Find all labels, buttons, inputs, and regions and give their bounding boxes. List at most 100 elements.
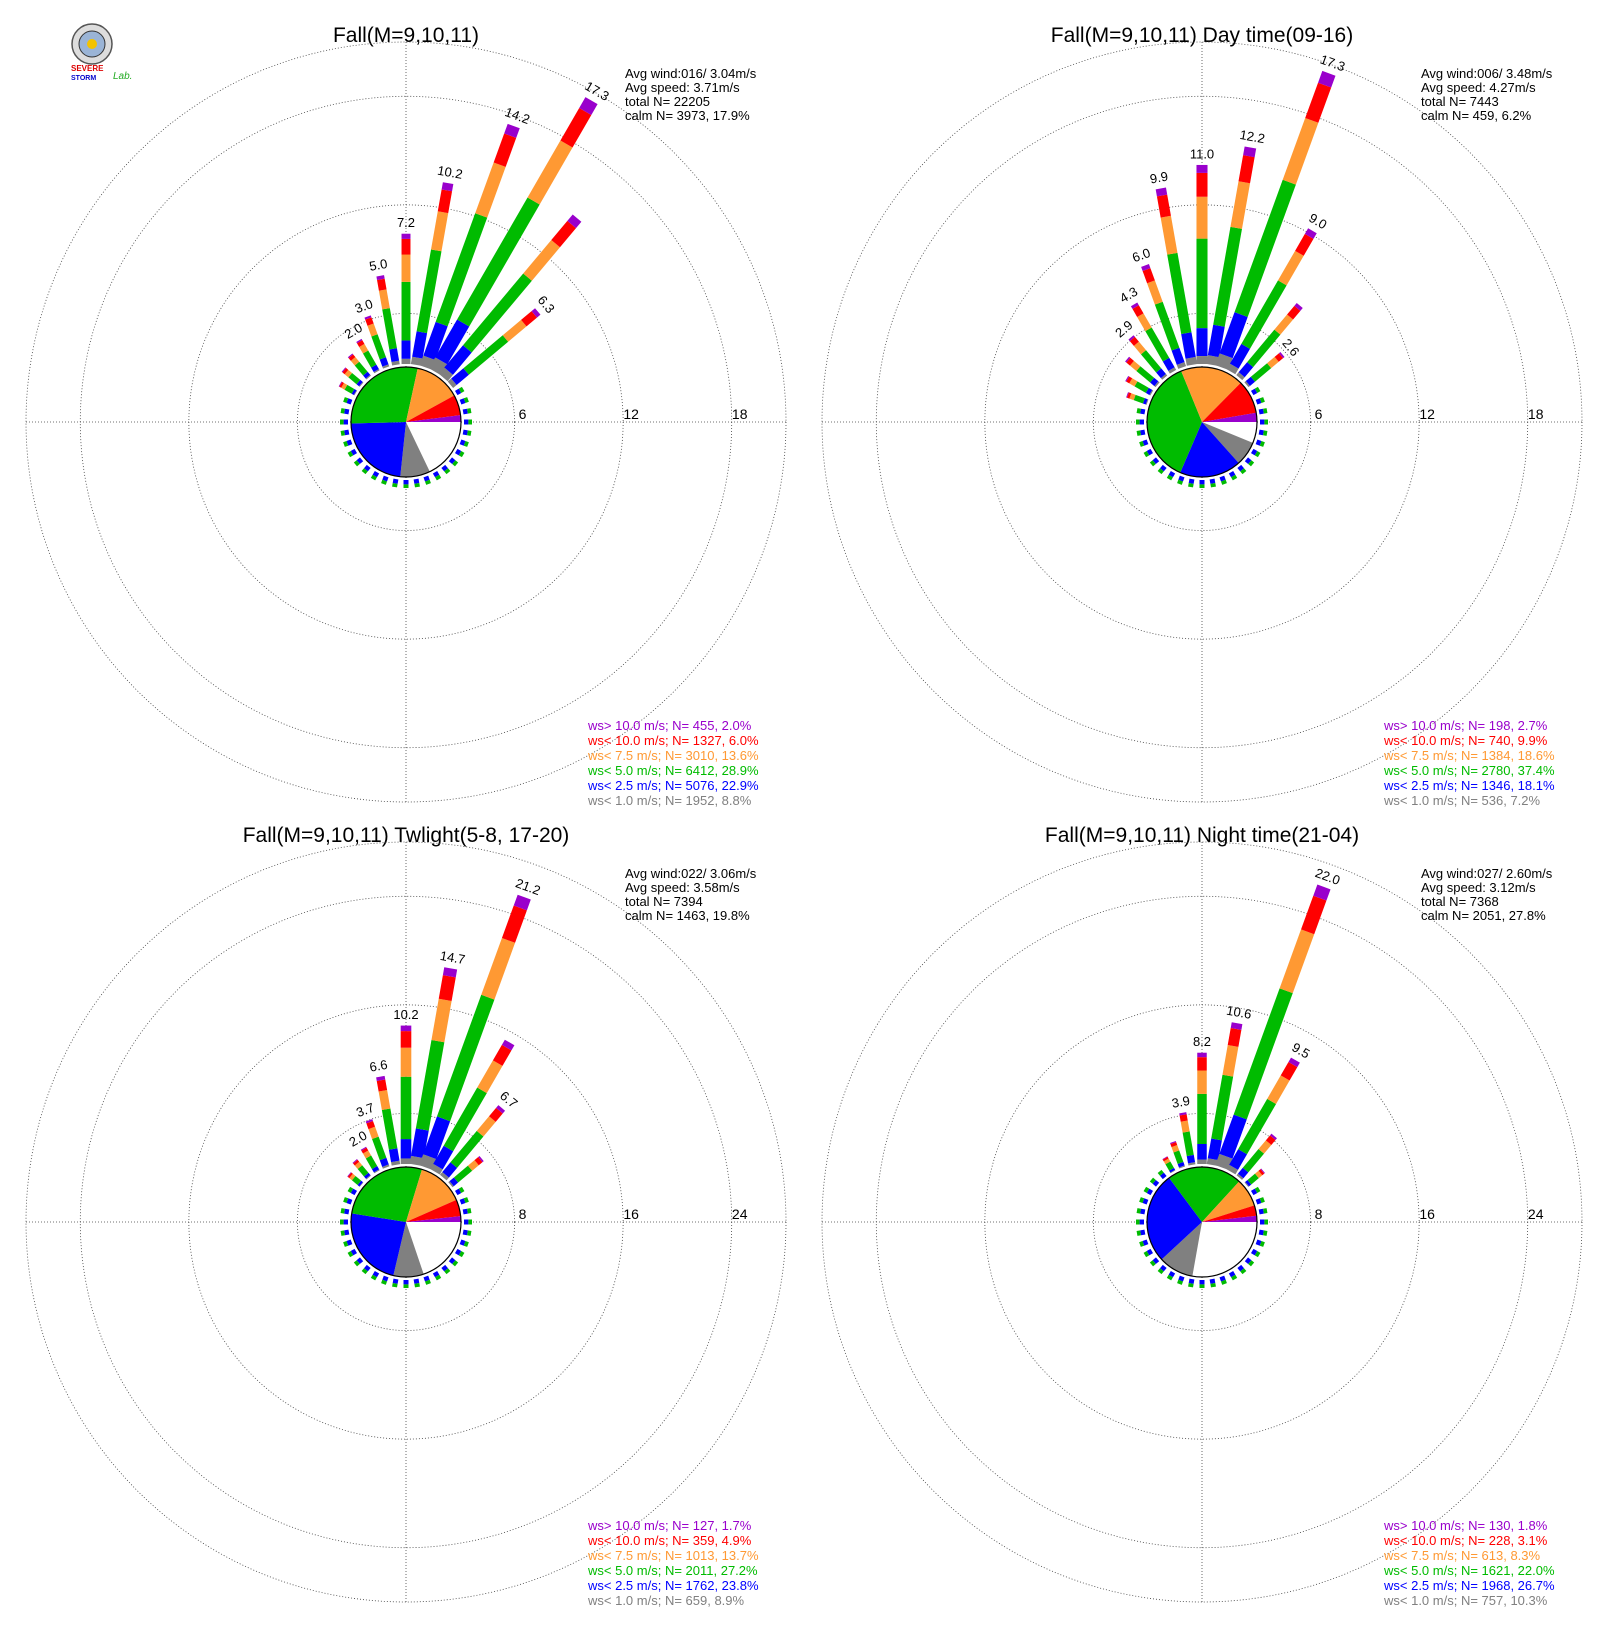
bar-segment: [1219, 312, 1248, 359]
stats-line: Avg wind:022/ 3.06m/s: [625, 866, 757, 881]
stub-bar: [346, 439, 353, 446]
stub-bar: [1166, 474, 1173, 481]
bar-segment: [1125, 356, 1131, 363]
stub-bar: [414, 1283, 420, 1288]
bar-segment: [496, 1105, 506, 1114]
bar-segment: [492, 1044, 512, 1066]
bar-segment: [448, 1181, 454, 1188]
bar-value-label: 9.9: [1149, 169, 1169, 187]
stub-bar: [1258, 1208, 1264, 1215]
bar-segment: [361, 1147, 369, 1154]
bar-value-label: 3.7: [354, 1100, 376, 1120]
bar-segment: [1287, 305, 1301, 320]
bar-segment: [531, 308, 541, 318]
bar-segment: [382, 364, 390, 369]
bar-segment: [1155, 187, 1168, 197]
bar-segment: [1245, 376, 1255, 386]
bar-value-label: 4.3: [1117, 284, 1140, 306]
bar-segment: [1226, 1164, 1239, 1175]
stub-bar: [1146, 1188, 1154, 1196]
bar-value-label: 5.0: [368, 256, 388, 274]
bar-segment: [1169, 1167, 1176, 1173]
stub-bar: [340, 1230, 345, 1236]
bar-segment: [409, 1155, 424, 1167]
stub-bar: [370, 474, 377, 481]
wind-rose-panel: Fall(M=9,10,11) Night time(21-04) 8 16 24 Av…: [821, 824, 1583, 1608]
bar-segment: [416, 249, 442, 334]
bar-segment: [1181, 332, 1196, 359]
stub-bar: [1259, 397, 1265, 404]
bar-segment: [1176, 362, 1187, 369]
bar-segment: [1234, 179, 1296, 317]
bar-segment: [1243, 146, 1257, 158]
stub-bar: [452, 1260, 459, 1267]
bar-segment: [339, 381, 345, 388]
direction-bar: [448, 1155, 484, 1188]
stub-bar: [1152, 1179, 1160, 1187]
ring-tick-label: 8: [519, 1206, 527, 1222]
stub-bar: [1244, 457, 1252, 465]
severe-storm-lab-logo: SEVERE STORM Lab.: [71, 23, 132, 82]
stub-bar: [413, 478, 420, 484]
bar-segment: [1167, 252, 1192, 335]
bar-segment: [423, 321, 448, 361]
bar-segment: [352, 1159, 358, 1164]
bar-segment: [1274, 353, 1284, 362]
stub-bar: [347, 1251, 354, 1258]
bar-segment: [351, 388, 357, 396]
bar-segment: [1215, 353, 1233, 370]
stub-bar: [423, 475, 430, 482]
bar-segment: [378, 1090, 391, 1111]
stub-bar: [1159, 1264, 1167, 1272]
stats-line: Avg wind:016/ 3.04m/s: [625, 66, 757, 81]
ring-tick-label: 24: [732, 1206, 748, 1222]
bar-segment: [1141, 264, 1151, 271]
direction-bar: 10.2: [410, 163, 464, 366]
bar-segment: [1229, 343, 1250, 369]
bar-segment: [442, 1162, 458, 1178]
bar-segment: [1147, 280, 1163, 305]
stub-bar: [432, 470, 440, 478]
bar-segment: [378, 289, 390, 310]
bar-segment: [376, 1075, 386, 1081]
stub-bar: [1157, 1268, 1164, 1275]
pie-slice: [1202, 1181, 1255, 1222]
bar-value-label: 14.7: [439, 948, 467, 967]
stub-bar: [1136, 1208, 1141, 1214]
stub-bar: [1149, 1260, 1156, 1267]
stub-bar: [346, 1239, 353, 1246]
stats-line: Avg speed: 4.27m/s: [1421, 80, 1536, 95]
bar-segment: [1241, 280, 1287, 349]
bar-segment: [377, 278, 387, 291]
bar-segment: [1130, 302, 1139, 309]
stub-bar: [458, 451, 465, 458]
pie-slice: [406, 415, 461, 422]
stub-bar: [1140, 1229, 1146, 1236]
stub-bar: [1258, 408, 1264, 415]
legend-entry: ws< 2.5 m/s; N= 1762, 23.8%: [587, 1578, 759, 1593]
stub-bar: [1219, 1275, 1226, 1282]
stub-bar: [1240, 468, 1247, 475]
stub-bar: [343, 440, 349, 447]
bar-value-label: 7.2: [397, 215, 415, 230]
stub-bar: [1157, 468, 1164, 475]
stub-bar: [1255, 1198, 1262, 1205]
stub-bar: [463, 440, 469, 447]
bar-value-label: 22.0: [1313, 865, 1342, 888]
bar-segment: [347, 353, 354, 359]
bar-segment: [1186, 1154, 1196, 1164]
bar-segment: [1278, 352, 1285, 359]
stub-bar: [1140, 429, 1146, 436]
ring-tick-label: 24: [1528, 1206, 1544, 1222]
legend-entry: ws> 10.0 m/s; N= 127, 1.7%: [587, 1518, 752, 1533]
bar-segment: [1250, 363, 1272, 382]
direction-bar: [1162, 1156, 1176, 1174]
stub-bar: [462, 1229, 468, 1236]
bar-segment: [1227, 1027, 1242, 1047]
bar-segment: [1162, 1156, 1169, 1162]
bar-segment: [1265, 1135, 1276, 1145]
bar-segment: [1182, 1131, 1194, 1157]
bar-segment: [354, 361, 368, 376]
ring-tick-label: 16: [1419, 1206, 1435, 1222]
bar-segment: [1145, 387, 1153, 395]
